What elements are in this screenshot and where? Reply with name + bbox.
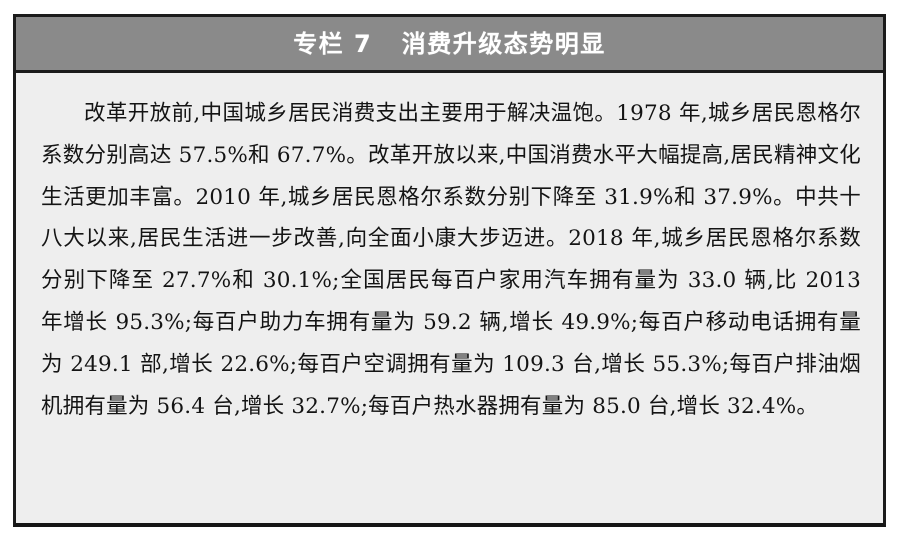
- body-paragraph: 改革开放前,中国城乡居民消费支出主要用于解决温饱。1978 年,城乡居民恩格尔系…: [41, 101, 861, 419]
- feature-box-header: 专栏 7 消费升级态势明显: [16, 17, 883, 73]
- feature-box-body: 改革开放前,中国城乡居民消费支出主要用于解决温饱。1978 年,城乡居民恩格尔系…: [16, 73, 883, 520]
- feature-box: 专栏 7 消费升级态势明显 改革开放前,中国城乡居民消费支出主要用于解决温饱。1…: [13, 14, 886, 527]
- feature-box-title: 专栏 7 消费升级态势明显: [293, 29, 606, 58]
